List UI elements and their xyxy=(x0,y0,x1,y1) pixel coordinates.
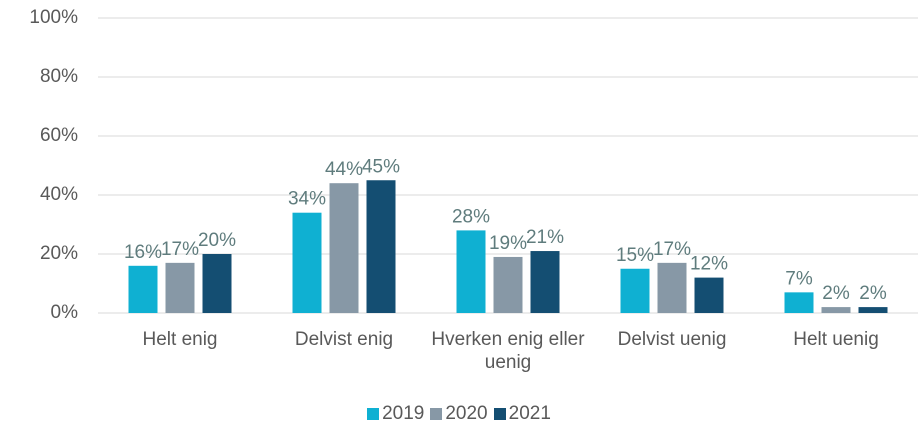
data-label: 44% xyxy=(325,159,363,180)
legend-swatch xyxy=(430,408,443,420)
bar xyxy=(784,292,814,313)
data-label: 19% xyxy=(489,233,527,254)
bar xyxy=(329,183,359,313)
x-tick-label: Helt uenig xyxy=(793,329,879,350)
data-label: 45% xyxy=(362,156,400,177)
bar xyxy=(128,265,158,313)
legend-item: 2020 xyxy=(430,403,488,425)
bar xyxy=(202,254,232,313)
data-label: 17% xyxy=(653,239,691,260)
y-tick-label: 60% xyxy=(40,125,78,146)
data-label: 28% xyxy=(452,206,490,227)
data-label: 12% xyxy=(690,254,728,275)
legend-swatch xyxy=(493,408,506,420)
y-tick-label: 100% xyxy=(29,7,78,28)
legend: 2019 2020 2021 xyxy=(0,403,918,425)
legend-label: 2019 xyxy=(382,403,425,424)
y-tick-label: 80% xyxy=(40,66,78,87)
data-label: 17% xyxy=(161,239,199,260)
bar xyxy=(620,268,650,313)
legend-swatch xyxy=(367,408,380,420)
y-tick-label: 0% xyxy=(51,302,79,323)
data-label: 15% xyxy=(616,245,654,266)
data-label: 2% xyxy=(859,283,887,304)
bar xyxy=(366,180,396,313)
bar xyxy=(858,307,888,313)
legend-item: 2019 xyxy=(367,403,424,425)
data-label: 2% xyxy=(822,283,850,304)
data-label: 7% xyxy=(785,268,813,289)
y-tick-label: 40% xyxy=(40,184,78,205)
bar xyxy=(694,277,724,313)
bar xyxy=(657,262,687,313)
y-tick-label: 20% xyxy=(40,243,78,264)
legend-item: 2021 xyxy=(493,403,551,425)
data-label: 20% xyxy=(198,230,236,251)
legend-label: 2021 xyxy=(508,403,551,424)
bar xyxy=(821,307,851,313)
data-label: 21% xyxy=(526,227,564,248)
bar xyxy=(456,230,486,313)
bar xyxy=(292,212,322,313)
data-label: 34% xyxy=(288,189,326,210)
x-tick-label: Delvist enig xyxy=(294,329,394,350)
data-label: 16% xyxy=(124,242,162,263)
legend-label: 2020 xyxy=(445,403,488,424)
x-tick-label: Hverken enig eller uenig xyxy=(431,329,585,373)
bar xyxy=(530,251,560,313)
x-tick-label: Helt enig xyxy=(142,329,218,350)
bar xyxy=(165,262,195,313)
x-tick-label: Delvist uenig xyxy=(617,329,727,350)
bar xyxy=(493,256,523,313)
